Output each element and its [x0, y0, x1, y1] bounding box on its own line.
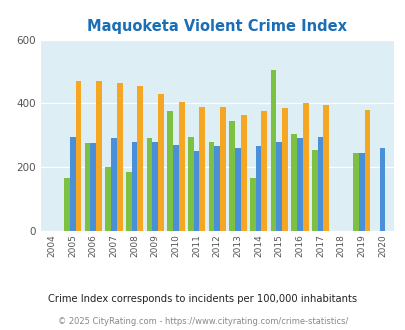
Bar [96, 81, 102, 231]
Text: © 2025 CityRating.com - https://www.cityrating.com/crime-statistics/: © 2025 CityRating.com - https://www.city… [58, 317, 347, 326]
Bar [276, 142, 281, 231]
Bar [152, 142, 158, 231]
Bar [352, 153, 358, 231]
Bar [249, 178, 255, 231]
Bar [178, 102, 184, 231]
Bar [323, 105, 328, 231]
Bar [255, 147, 261, 231]
Bar [64, 178, 70, 231]
Bar [84, 143, 90, 231]
Bar [126, 172, 131, 231]
Bar [240, 115, 246, 231]
Bar [146, 139, 152, 231]
Bar [311, 150, 317, 231]
Bar [188, 137, 193, 231]
Bar [105, 167, 111, 231]
Bar [214, 147, 220, 231]
Bar [167, 112, 173, 231]
Bar [317, 137, 323, 231]
Bar [261, 112, 266, 231]
Bar [199, 107, 205, 231]
Bar [193, 151, 199, 231]
Bar [75, 81, 81, 231]
Bar [364, 110, 370, 231]
Bar [111, 139, 117, 231]
Bar [281, 108, 287, 231]
Bar [379, 148, 384, 231]
Bar [137, 86, 143, 231]
Bar [173, 145, 178, 231]
Text: Crime Index corresponds to incidents per 100,000 inhabitants: Crime Index corresponds to incidents per… [48, 294, 357, 304]
Bar [131, 142, 137, 231]
Bar [234, 148, 240, 231]
Bar [220, 107, 225, 231]
Bar [358, 153, 364, 231]
Bar [70, 137, 75, 231]
Title: Maquoketa Violent Crime Index: Maquoketa Violent Crime Index [87, 19, 346, 34]
Bar [208, 142, 214, 231]
Bar [296, 139, 302, 231]
Bar [302, 103, 308, 231]
Bar [158, 94, 164, 231]
Bar [90, 143, 96, 231]
Bar [270, 70, 276, 231]
Bar [229, 121, 234, 231]
Bar [290, 134, 296, 231]
Bar [117, 82, 122, 231]
